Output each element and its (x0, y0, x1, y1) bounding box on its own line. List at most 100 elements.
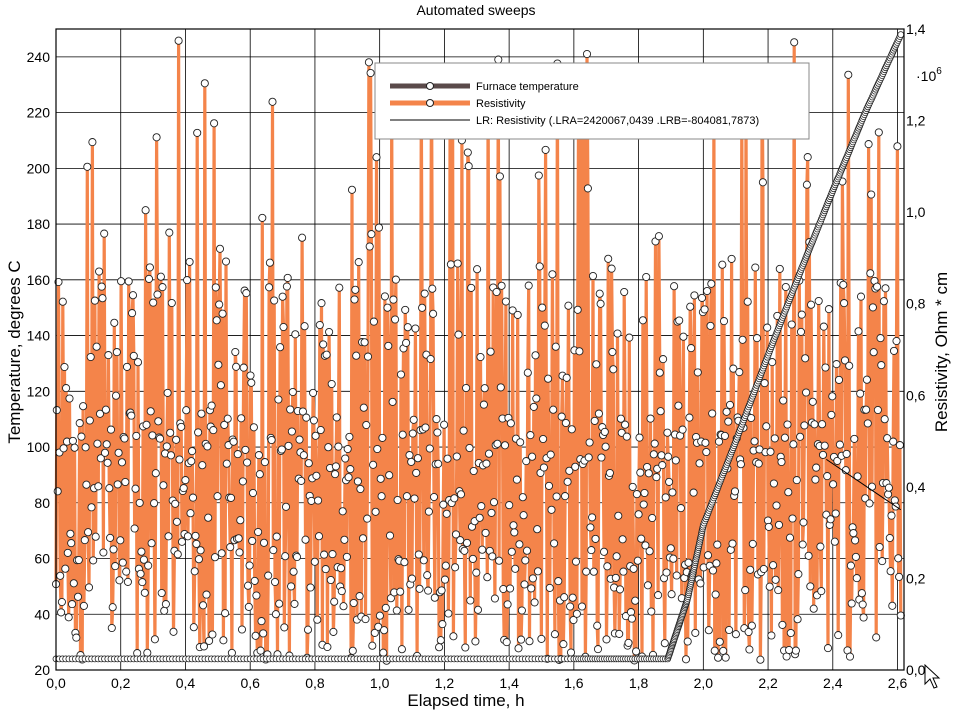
resistivity-point-91 (128, 291, 138, 300)
resistivity-point-826 (750, 437, 759, 446)
resistivity-point-799 (727, 254, 736, 263)
resistivity-point-101 (137, 547, 146, 556)
resistivity-point-327 (328, 550, 337, 559)
resistivity-point-882 (797, 310, 806, 319)
resistivity-point-932 (840, 299, 849, 308)
resistivity-point-987 (886, 567, 895, 576)
resistivity-point-999 (896, 611, 905, 620)
resistivity-point-850 (770, 434, 779, 443)
resistivity-point-142 (172, 435, 181, 444)
resistivity-point-56 (99, 548, 108, 557)
resistivity-point-769 (702, 447, 711, 457)
resistivity-point-187 (210, 119, 219, 128)
resistivity-point-755 (690, 291, 699, 300)
resistivity-point-37 (83, 162, 92, 171)
resistivity-point-567 (531, 351, 540, 360)
resistivity-point-277 (286, 405, 295, 414)
resistivity-point-335 (335, 283, 344, 292)
y-left-tick-label-7: 160 (27, 272, 51, 288)
resistivity-point-43 (88, 138, 97, 147)
resistivity-point-662 (611, 573, 620, 582)
resistivity-point-634 (588, 513, 597, 522)
resistivity-point-499 (473, 605, 483, 614)
resistivity-point-904 (816, 542, 825, 551)
resistivity-point-878 (794, 570, 803, 579)
resistivity-point-966 (868, 303, 877, 312)
resistivity-point-731 (670, 282, 679, 291)
resistivity-point-892 (806, 582, 815, 591)
resistivity-point-486 (462, 538, 472, 547)
x-tick-label-6: 1,2 (435, 675, 455, 691)
resistivity-point-712 (654, 591, 663, 600)
resistivity-point-295 (301, 535, 310, 544)
resistivity-point-70 (111, 562, 120, 571)
resistivity-point-730 (669, 554, 678, 563)
resistivity-point-733 (671, 456, 680, 465)
resistivity-point-191 (213, 492, 222, 501)
resistivity-point-94 (131, 484, 140, 493)
resistivity-point-65 (106, 425, 116, 434)
resistivity-point-382 (374, 223, 384, 232)
resistivity-point-301 (306, 583, 315, 592)
resistivity-point-997 (895, 572, 904, 581)
resistivity-point-979 (879, 297, 888, 306)
resistivity-point-952 (856, 292, 866, 301)
resistivity-point-263 (274, 395, 283, 404)
resistivity-point-312 (315, 320, 324, 330)
resistivity-point-923 (832, 360, 841, 369)
resistivity-point-592 (552, 492, 561, 501)
resistivity-point-85 (123, 577, 132, 586)
resistivity-point-374 (368, 641, 377, 650)
resistivity-point-653 (604, 254, 613, 263)
linear-regression-line (826, 458, 902, 511)
resistivity-point-707 (649, 450, 658, 459)
resistivity-point-167 (193, 128, 202, 137)
resistivity-point-35 (81, 443, 90, 452)
resistivity-point-582 (544, 374, 553, 383)
resistivity-point-795 (724, 417, 733, 426)
resistivity-point-292 (298, 407, 307, 416)
legend-label-lr: LR: Resistivity (.LRA=2420067,0439 .LRB=… (476, 115, 759, 127)
resistivity-point-622 (577, 602, 587, 611)
resistivity-point-399 (389, 295, 398, 304)
resistivity-point-818 (743, 297, 752, 306)
resistivity-point-79 (118, 558, 127, 567)
resistivity-point-125 (157, 588, 166, 598)
resistivity-point-666 (615, 629, 624, 638)
resistivity-point-298 (303, 625, 313, 634)
resistivity-point-898 (811, 475, 820, 484)
resistivity-point-527 (497, 281, 506, 290)
resistivity-point-916 (826, 515, 835, 524)
resistivity-point-156 (183, 532, 192, 541)
resistivity-point-575 (538, 303, 547, 312)
resistivity-point-598 (557, 412, 566, 421)
y-left-tick-label-4: 100 (27, 439, 51, 455)
resistivity-point-459 (440, 420, 449, 429)
resistivity-point-380 (373, 444, 382, 454)
resistivity-point-346 (344, 473, 353, 482)
resistivity-point-394 (385, 471, 394, 480)
resistivity-point-368 (363, 514, 372, 523)
resistivity-point-991 (889, 346, 899, 355)
resistivity-point-793 (722, 407, 731, 416)
resistivity-point-546 (513, 310, 522, 319)
resistivity-point-586 (547, 505, 556, 514)
resistivity-point-329 (330, 597, 339, 606)
resistivity-point-36 (82, 480, 91, 489)
resistivity-point-512 (484, 449, 494, 458)
resistivity-point-240 (254, 451, 263, 460)
resistivity-point-165 (191, 531, 200, 540)
resistivity-point-46 (90, 296, 99, 305)
resistivity-point-308 (312, 471, 321, 480)
resistivity-point-153 (181, 476, 190, 485)
resistivity-point-909 (820, 441, 829, 450)
resistivity-point-670 (618, 535, 627, 544)
resistivity-point-215 (233, 450, 242, 459)
y-right-tick-label-6: 1,2 (906, 113, 926, 129)
resistivity-point-974 (875, 542, 884, 552)
resistivity-point-772 (704, 626, 713, 635)
resistivity-point-854 (774, 586, 783, 595)
resistivity-point-678 (625, 333, 634, 342)
resistivity-point-359 (355, 592, 364, 601)
resistivity-point-941 (847, 599, 856, 608)
